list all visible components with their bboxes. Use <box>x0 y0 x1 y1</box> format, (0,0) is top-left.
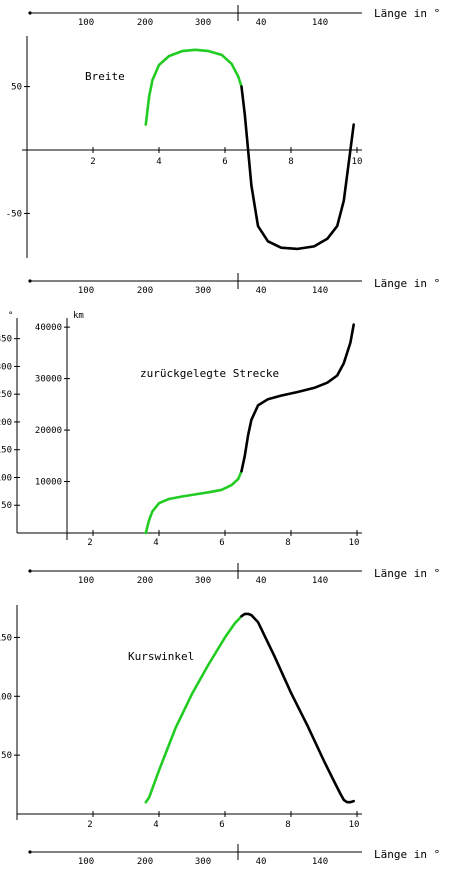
outer-y-tick-label: 200 <box>0 418 12 428</box>
longitude-strip-1: 100 200 300 40 140 Länge in ° <box>28 5 440 28</box>
strip-tick-300: 300 <box>195 576 211 586</box>
x-tick-label: 6 <box>222 157 227 167</box>
x-tick-label: 8 <box>285 538 290 548</box>
strip-tick-140: 140 <box>312 18 328 28</box>
heading-chart: Kurswinkel 2 4 6 8 10 50 100 150 <box>0 605 362 830</box>
y-tick-label: 150 <box>0 633 12 643</box>
strip-tick-40: 40 <box>256 18 267 28</box>
x-tick-label: 4 <box>153 538 158 548</box>
y-tick-label: 100 <box>0 692 12 702</box>
series-line <box>240 85 355 251</box>
x-tick-label: 6 <box>219 538 224 548</box>
y-tick-label: 10000 <box>35 478 62 488</box>
strip-tick-100: 100 <box>78 576 94 586</box>
strip-axis-label: Länge in ° <box>374 848 440 861</box>
x-tick-label: 8 <box>285 820 290 830</box>
x-tick-label: 6 <box>219 820 224 830</box>
x-tick-label: 4 <box>156 157 161 167</box>
outer-y-tick-label: 300 <box>0 362 12 372</box>
strip-tick-300: 300 <box>195 18 211 28</box>
y-tick-label: 50 <box>11 83 22 93</box>
distance-chart-title: zurückgelegte Strecke <box>140 367 279 380</box>
longitude-strip-3: 100 200 300 40 140 Länge in ° <box>28 563 440 586</box>
strip-axis-label: Länge in ° <box>374 277 440 290</box>
y-tick-label: -50 <box>6 209 22 219</box>
x-tick-label: 10 <box>352 157 363 167</box>
x-tick-label: 10 <box>349 820 360 830</box>
series-line-highlight <box>144 48 243 126</box>
distance-outer-unit: ° <box>8 311 13 321</box>
strip-tick-200: 200 <box>137 18 153 28</box>
strip-tick-200: 200 <box>137 576 153 586</box>
strip-tick-140: 140 <box>312 576 328 586</box>
x-tick-label: 2 <box>87 538 92 548</box>
x-tick-label: 4 <box>153 820 158 830</box>
strip-tick-200: 200 <box>137 857 153 867</box>
strip-tick-200: 200 <box>137 286 153 296</box>
outer-y-tick-label: 100 <box>0 473 12 483</box>
strip-tick-40: 40 <box>256 857 267 867</box>
y-tick-label: 50 <box>1 751 12 761</box>
strip-tick-140: 140 <box>312 857 328 867</box>
series-line-highlight <box>144 469 243 535</box>
strip-tick-100: 100 <box>78 286 94 296</box>
x-tick-label: 8 <box>288 157 293 167</box>
series-line <box>240 323 355 473</box>
strip-tick-300: 300 <box>195 286 211 296</box>
outer-y-tick-label: 150 <box>0 446 12 456</box>
outer-y-tick-label: 250 <box>0 390 12 400</box>
strip-axis-label: Länge in ° <box>374 7 440 20</box>
x-tick-label: 2 <box>87 820 92 830</box>
longitude-strip-2: 100 200 300 40 140 Länge in ° <box>28 273 440 296</box>
latitude-chart-title: Breite <box>85 70 125 83</box>
strip-tick-100: 100 <box>78 857 94 867</box>
strip-tick-300: 300 <box>195 857 211 867</box>
longitude-strip-4: 100 200 300 40 140 Länge in ° <box>28 844 440 867</box>
series-line <box>240 612 355 804</box>
series-line-highlight <box>144 614 243 804</box>
y-tick-label: 20000 <box>35 426 62 436</box>
distance-chart: ° km zurückgelegte Strecke 2 4 6 8 10 10000 20… <box>0 311 362 548</box>
x-tick-label: 2 <box>90 157 95 167</box>
x-tick-label: 10 <box>349 538 360 548</box>
strip-tick-40: 40 <box>256 286 267 296</box>
heading-chart-title: Kurswinkel <box>128 650 194 663</box>
strip-tick-100: 100 <box>78 18 94 28</box>
y-tick-label: 30000 <box>35 375 62 385</box>
distance-inner-unit: km <box>73 311 84 321</box>
strip-tick-140: 140 <box>312 286 328 296</box>
outer-y-tick-label: 350 <box>0 335 12 345</box>
y-tick-label: 40000 <box>35 323 62 333</box>
outer-y-tick-label: 50 <box>1 501 12 511</box>
strip-tick-40: 40 <box>256 576 267 586</box>
latitude-chart: Breite 2 4 6 8 10 50 -50 <box>6 36 363 258</box>
strip-axis-label: Länge in ° <box>374 567 440 580</box>
